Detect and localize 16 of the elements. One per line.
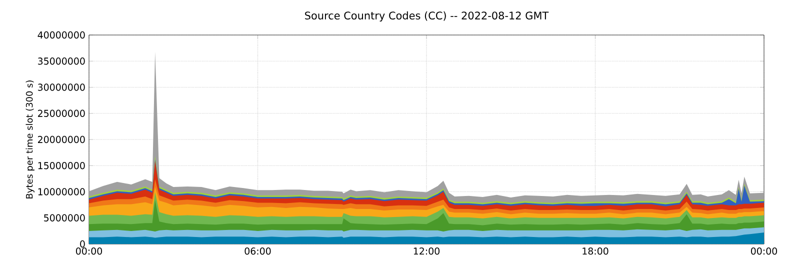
y-tick-label: 20000000 xyxy=(38,136,85,144)
y-tick-label: 40000000 xyxy=(38,31,85,39)
x-tick-label: 12:00 xyxy=(414,248,440,255)
y-tick-label: 25000000 xyxy=(38,110,85,117)
x-tick-label: 00:00 xyxy=(750,248,778,255)
y-tick-label: 10000000 xyxy=(38,188,85,196)
y-tick-label: 0 xyxy=(80,240,85,248)
y-tick-label: 5000000 xyxy=(44,214,85,222)
y-tick-label: 30000000 xyxy=(38,84,85,91)
x-tick-label: 00:00 xyxy=(76,248,102,255)
chart-title: Source Country Codes (CC) -- 2022-08-12 GMT xyxy=(305,11,549,22)
y-tick-label: 35000000 xyxy=(38,58,85,65)
x-tick-label: 18:00 xyxy=(582,248,608,255)
y-tick-label: 15000000 xyxy=(38,162,85,170)
y-axis-title: Bytes per time slot (300 s) xyxy=(26,80,34,198)
x-tick-label: 06:00 xyxy=(244,248,271,255)
